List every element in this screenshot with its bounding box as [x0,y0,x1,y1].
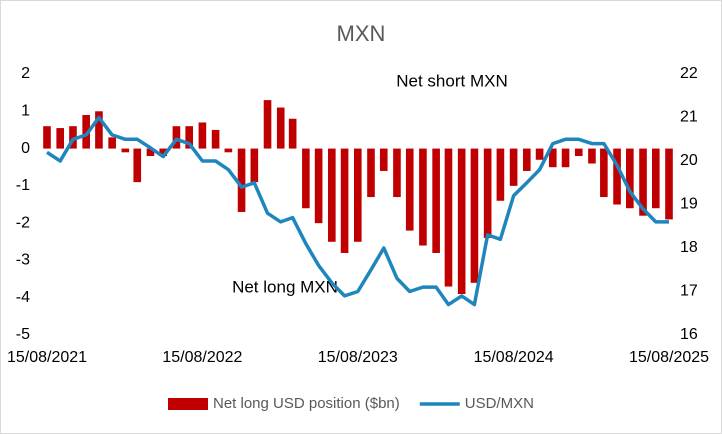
bar [263,100,272,149]
bar [95,111,103,149]
bar [82,115,90,149]
bar [651,148,660,209]
legend-label: USD/MXN [465,395,534,412]
bar [121,148,130,153]
bar [353,148,362,242]
bar [432,148,440,253]
bar [276,107,285,149]
bar [302,148,310,209]
y-tick-label: -2 [16,214,30,231]
bar [470,148,479,283]
bar [250,148,259,183]
y-tick-label: -3 [16,252,30,269]
y-tick-label: 2 [21,65,30,82]
bar [328,148,336,242]
bar [561,148,570,168]
bar [548,148,557,168]
bar [43,126,51,149]
y2-tick-label: 17 [680,283,698,300]
bar [419,148,427,246]
y2-tick-label: 22 [680,65,698,82]
bar [665,148,673,220]
bar [146,148,155,157]
line [46,115,669,307]
y2-tick-label: 16 [680,326,698,343]
x-tick-label: 15/08/2023 [318,349,398,366]
y-tick-label: -4 [16,289,30,306]
bar [483,148,492,239]
chart-title: MXN [337,21,386,46]
bar [574,148,583,157]
x-tick-label: 15/08/2022 [162,349,242,366]
y-tick-label: 0 [21,140,30,157]
bar [211,129,220,149]
bar [626,148,634,209]
y2-tick-label: 19 [680,196,698,213]
x-tick-label: 15/08/2024 [474,349,554,366]
bar [288,118,297,149]
y-tick-label: -1 [16,177,30,194]
bar [457,148,466,294]
annotation: Net short MXN [396,71,507,90]
bar [198,122,207,149]
bar [340,148,349,253]
bar [444,148,453,287]
bar [56,128,65,149]
y-tick-label: 1 [21,103,30,120]
bar [379,148,388,171]
bar [405,148,414,231]
bar [224,148,233,153]
y2-tick-label: 20 [680,152,698,169]
bar [314,148,323,224]
y2-tick-label: 18 [680,239,698,256]
bar [639,148,647,216]
bar [613,148,621,205]
bar [133,148,142,183]
bar [496,148,505,201]
x-tick-label: 15/08/2025 [629,349,709,366]
annotation: Net long MXN [232,277,338,296]
bar [367,148,375,198]
y2-tick-label: 21 [680,109,698,126]
bar [535,148,544,160]
bar [159,148,168,157]
legend-swatch [168,398,208,410]
x-tick-label: 15/08/2021 [7,349,87,366]
legend-label: Net long USD position ($bn) [213,395,400,412]
bar [588,148,596,164]
bar [172,126,181,149]
bar [185,126,194,149]
bar [522,148,531,171]
y-tick-label: -5 [16,326,30,343]
bar [393,148,401,198]
bar [509,148,518,186]
bar [237,148,246,212]
bar [69,126,77,149]
bar [600,148,608,198]
bar [108,137,116,149]
